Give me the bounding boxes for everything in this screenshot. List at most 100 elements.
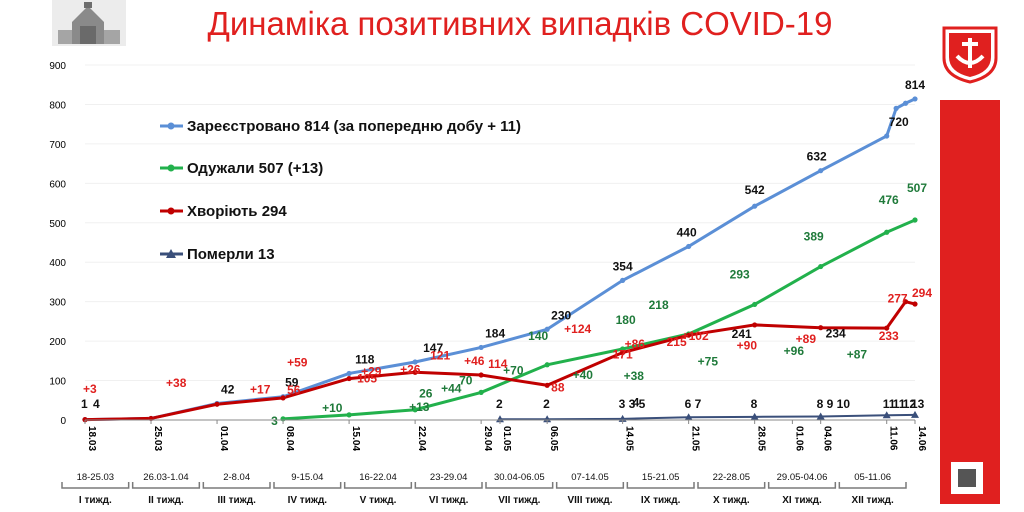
point-label: +38 [166,376,187,390]
data-point-registered [752,203,758,209]
data-point-sick [686,332,692,338]
data-point-recovered [346,412,352,418]
point-label: 184 [485,326,505,340]
point-label: +46 [464,354,485,368]
week-bracket [555,482,625,489]
church-logo-icon [52,0,126,46]
point-label: 140 [528,329,548,343]
data-point-sick [280,395,286,401]
legend-label-sick: Хворіють 294 [187,203,287,220]
data-point-sick [544,382,550,388]
point-label: 42 [221,382,235,396]
week-name: V тижд. [360,495,397,506]
point-label: 121 [430,348,450,362]
point-label: +87 [847,348,868,362]
point-label: +13 [409,400,430,414]
point-label: 11 [893,397,906,411]
week-range: 18-25.03 [77,472,115,483]
week-range: 26.03-1.04 [143,472,188,483]
week-name: VІ тижд. [429,495,469,506]
point-label: 542 [745,183,765,197]
y-tick-label: 800 [49,100,66,111]
point-label: +3 [83,382,97,396]
x-tick-label: 22.04 [416,426,427,451]
x-tick-label: 04.06 [822,426,833,451]
y-tick-label: 200 [49,337,66,348]
point-label: +102 [682,329,709,343]
x-tick-label: 14.06 [916,426,927,451]
point-label: 440 [677,225,697,239]
data-point-sick [902,299,909,305]
point-label: 241 [732,327,752,341]
point-label: 105 [357,372,377,386]
week-name: ХІ тижд. [782,495,822,506]
point-label: 294 [912,286,932,300]
x-tick-label: 18.03 [86,426,97,451]
data-point-registered [912,96,918,102]
x-tick-label: 01.04 [218,426,229,451]
x-tick-label: 29.04 [482,426,493,451]
week-name: ІV тижд. [288,495,328,506]
week-bracket [414,482,483,489]
point-label: 230 [551,308,571,322]
point-label: 171 [613,348,633,362]
data-point-registered [884,133,890,139]
point-label: 720 [889,115,909,129]
point-label: 88 [551,380,565,394]
x-tick-label: 01.06 [793,426,804,451]
data-point-registered [902,100,909,106]
point-label: 4 [93,397,100,411]
point-label: +96 [784,344,805,358]
point-label: 476 [879,193,899,207]
data-point-died [684,413,693,421]
week-name: ІІ тижд. [148,495,184,506]
week-range: 22-28.05 [713,472,751,483]
data-point-recovered [752,301,758,308]
point-label: 4 [633,395,640,409]
point-label: 2 [496,397,503,411]
point-label: 234 [826,327,846,341]
point-label: 389 [804,230,824,244]
y-tick-label: 400 [49,258,66,269]
stop-square-icon[interactable] [951,462,983,494]
point-label: +38 [624,369,645,383]
data-point-sick [478,372,484,378]
y-tick-label: 900 [49,61,66,72]
point-label: 26 [419,387,433,401]
point-label: 293 [730,267,750,281]
y-tick-label: 700 [49,140,66,151]
week-bracket [61,482,130,489]
point-label: +124 [564,322,591,336]
data-point-died [911,410,919,418]
x-tick-label: 08.04 [284,426,295,451]
week-range: 30.04-06.05 [494,472,545,483]
point-label: 3 [619,397,626,411]
point-label: 2 [543,397,550,411]
week-bracket [273,482,342,489]
data-point-died [750,412,759,420]
point-label: +90 [737,339,758,353]
week-range: 23-29.04 [430,472,468,483]
week-bracket [697,482,766,489]
week-name: ІХ тижд. [641,495,681,506]
data-point-sick [620,349,626,356]
point-label: +40 [573,368,594,382]
point-label: 3 [629,397,636,411]
week-name: VІІІ тижд. [567,495,612,506]
week-bracket [343,482,413,489]
week-bracket [131,482,201,489]
data-point-sick [752,322,758,328]
point-label: 233 [879,329,899,343]
data-point-registered [544,326,550,332]
point-label: 6 [685,397,692,411]
point-label: +44 [441,382,462,396]
point-label: +10 [322,401,343,415]
data-point-sick [214,401,220,407]
week-name: ХІІ тижд. [852,495,894,506]
week-range: 2-8.04 [223,472,250,483]
week-bracket [626,482,695,489]
point-label: +86 [625,337,646,351]
data-point-recovered [884,229,890,235]
point-label: 59 [285,376,299,390]
point-label: +26 [400,363,421,377]
